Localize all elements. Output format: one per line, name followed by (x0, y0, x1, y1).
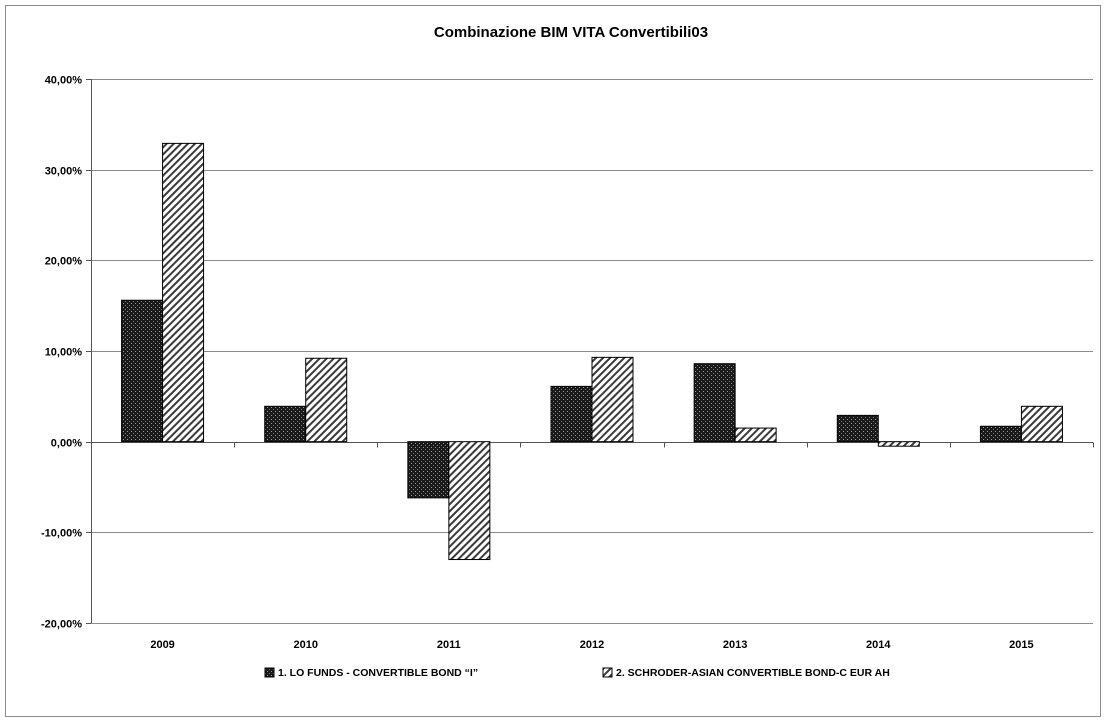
bar-series-2-2011 (448, 441, 491, 561)
bar-series-2-2014 (877, 441, 920, 447)
legend: 1. LO FUNDS - CONVERTIBLE BOND “I” 2. SC… (264, 667, 890, 679)
y-tick-label: 20,00% (45, 256, 83, 268)
bar-series-1-2013 (693, 363, 736, 443)
bar-series-1-2011 (407, 441, 450, 499)
x-tick-label: 2012 (580, 639, 604, 651)
y-tick-labels: 40,00% 30,00% 20,00% 10,00% 0,00% -10,00% -20,… (41, 75, 82, 631)
y-tick-label: 30,00% (45, 166, 83, 178)
bars (121, 142, 1063, 561)
chart-svg: Combinazione BIM VITA Convertibili03 40,… (41, 24, 1094, 679)
bar-series-2-2015 (1020, 405, 1063, 443)
x-tick-label: 2015 (1009, 639, 1033, 651)
legend-label-series-2: 2. SCHRODER-ASIAN CONVERTIBLE BOND-C EUR… (616, 667, 890, 679)
x-tick-label: 2013 (723, 639, 747, 651)
legend-label-series-1: 1. LO FUNDS - CONVERTIBLE BOND “I” (278, 667, 478, 679)
y-tick-label: 0,00% (51, 438, 82, 450)
gridlines (91, 79, 1093, 624)
y-tick-label: 40,00% (45, 75, 83, 87)
bar-series-1-2014 (836, 414, 879, 443)
chart-title: Combinazione BIM VITA Convertibili03 (434, 24, 708, 41)
x-tick-label: 2011 (437, 639, 461, 651)
x-tick-label: 2014 (866, 639, 891, 651)
y-tick-label: -20,00% (41, 619, 82, 631)
bar-series-2-2013 (734, 427, 777, 443)
y-tick-label: -10,00% (41, 528, 82, 540)
x-tick-label: 2010 (293, 639, 317, 651)
y-tick-label: 10,00% (45, 347, 83, 359)
x-tick-label: 2009 (150, 639, 174, 651)
x-tick-labels: 2009 2010 2011 2012 2013 2014 2015 (150, 639, 1033, 651)
bar-series-2-2010 (305, 357, 348, 443)
legend-swatch-series-1 (264, 667, 275, 678)
axes (86, 79, 1094, 624)
legend-swatch-series-2 (602, 667, 613, 678)
bar-series-2-2009 (162, 142, 205, 443)
bar-series-2-2012 (591, 356, 634, 443)
bar-series-1-2015 (979, 425, 1022, 443)
bar-series-1-2009 (121, 299, 164, 443)
bar-series-1-2010 (264, 405, 307, 443)
bar-series-1-2012 (550, 385, 593, 443)
chart-frame: Combinazione BIM VITA Convertibili03 40,… (5, 5, 1101, 717)
